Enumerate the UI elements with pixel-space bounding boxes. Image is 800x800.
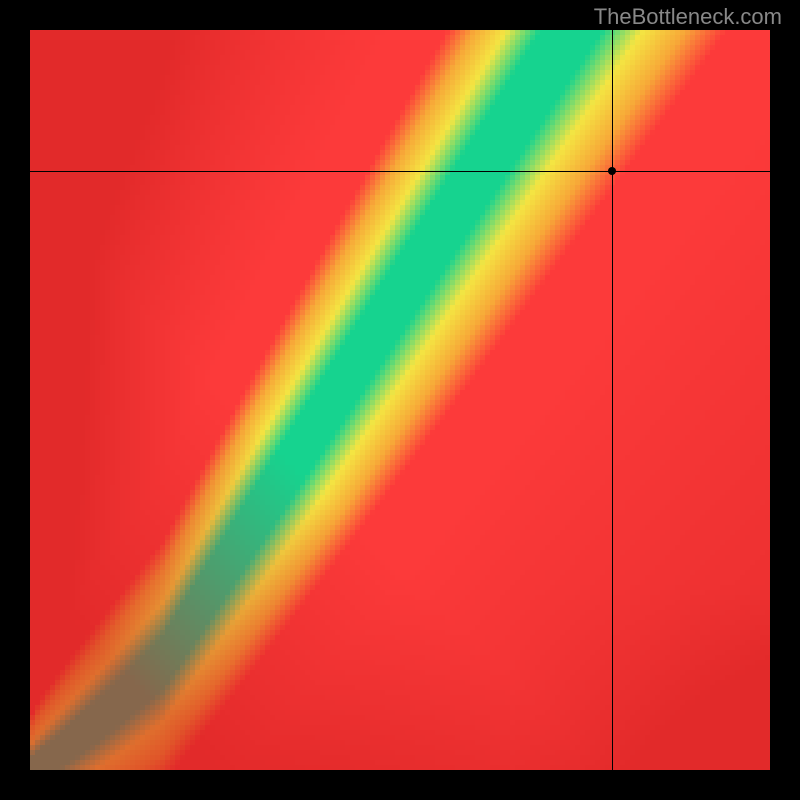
heatmap-plot-area <box>30 30 770 770</box>
watermark-text: TheBottleneck.com <box>594 4 782 30</box>
crosshair-horizontal <box>30 171 770 172</box>
selection-marker-dot <box>608 167 616 175</box>
crosshair-vertical <box>612 30 613 770</box>
bottleneck-heatmap <box>30 30 770 770</box>
